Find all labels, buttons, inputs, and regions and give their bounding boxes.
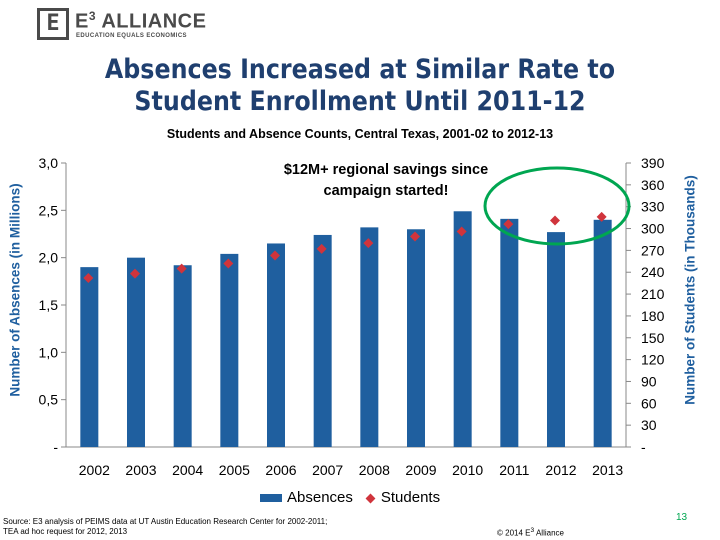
y-tick-right-label: 180 xyxy=(641,308,665,324)
marker-students xyxy=(363,238,374,249)
x-tick-label: 2012 xyxy=(545,462,576,478)
bar-absences xyxy=(173,265,192,447)
y-tick-right-label: 330 xyxy=(641,199,665,215)
marker-students xyxy=(316,243,327,254)
bar-absences xyxy=(313,234,332,447)
marker-students xyxy=(550,215,560,226)
x-tick-label: 2007 xyxy=(312,462,343,478)
y-tick-left-label: 1,0 xyxy=(39,344,59,360)
e3-alliance-logo: E E3 ALLIANCE EDUCATION EQUALS ECONOMICS xyxy=(37,8,206,44)
y-tick-right-label: 60 xyxy=(641,395,657,411)
y-tick-right-label: 90 xyxy=(641,373,657,389)
chart-subtitle: Students and Absence Counts, Central Tex… xyxy=(166,127,554,141)
x-tick-label: 2009 xyxy=(405,462,436,478)
y-tick-right-label: 240 xyxy=(641,264,665,280)
legend-label-students: Students xyxy=(380,489,441,506)
marker-students xyxy=(176,263,187,274)
bar-absences xyxy=(593,219,612,447)
y-tick-right-label: 390 xyxy=(641,155,665,171)
bar-absences xyxy=(360,227,379,447)
marker-students xyxy=(130,268,140,279)
marker-students xyxy=(456,226,467,237)
bar-absences xyxy=(267,243,285,447)
y-tick-right-label: - xyxy=(641,439,646,455)
x-tick-label: 2004 xyxy=(172,462,203,478)
y-tick-left-label: 2,5 xyxy=(39,202,59,218)
marker-students xyxy=(223,258,234,269)
bar-absences xyxy=(127,257,145,447)
source-note: Source: E3 analysis of PEIMS data at UT … xyxy=(3,517,328,536)
marker-students xyxy=(410,231,420,242)
bar-absences xyxy=(220,253,239,447)
x-tick-label: 2010 xyxy=(452,462,483,478)
logo-name: E3 ALLIANCE xyxy=(75,9,207,33)
y-tick-right-label: 210 xyxy=(641,286,665,302)
x-tick-label: 2011 xyxy=(499,462,529,478)
y-tick-right-label: 150 xyxy=(641,330,665,346)
x-tick-label: 2013 xyxy=(592,462,623,478)
page-number: 13 xyxy=(676,512,688,523)
x-tick-label: 2005 xyxy=(219,462,250,478)
legend: Absences Students xyxy=(260,489,440,506)
marker-students xyxy=(83,273,94,284)
x-tick-label: 2002 xyxy=(79,462,110,478)
y-tick-left-label: 3,0 xyxy=(39,155,59,171)
chart-title: Absences Increased at Similar Rate to St… xyxy=(104,54,616,117)
x-tick-label: 2006 xyxy=(265,462,296,478)
logo-tagline: EDUCATION EQUALS ECONOMICS xyxy=(76,33,187,39)
bar-absences xyxy=(80,267,99,447)
copyright: © 2014 E3 Alliance xyxy=(497,527,564,538)
bar-absences xyxy=(547,232,565,447)
legend-swatch-students xyxy=(365,493,376,503)
y-tick-right-label: 270 xyxy=(641,242,665,258)
marker-students xyxy=(596,211,607,222)
marker-students xyxy=(503,219,514,230)
y-tick-left-label: 0,5 xyxy=(39,392,59,408)
x-tick-label: 2003 xyxy=(125,462,156,478)
y-tick-left-label: 1,5 xyxy=(39,297,59,313)
marker-students xyxy=(270,250,280,261)
x-tick-label: 2008 xyxy=(359,462,390,478)
y-tick-left-label: 2,0 xyxy=(39,250,59,266)
y-tick-right-label: 360 xyxy=(641,177,665,193)
legend-label-absences: Absences xyxy=(287,489,353,506)
savings-annotation: $12M+ regional savings since campaign st… xyxy=(283,162,489,199)
legend-swatch-absences xyxy=(260,494,282,503)
y-tick-right-label: 30 xyxy=(641,417,657,433)
bar-absences xyxy=(453,211,472,447)
logo-mark: E xyxy=(37,8,69,40)
y-tick-right-label: 120 xyxy=(641,352,665,368)
y-tick-left-label: - xyxy=(53,439,58,455)
highlight-ellipse xyxy=(483,166,631,246)
y-tick-right-label: 300 xyxy=(641,221,665,237)
bar-absences xyxy=(500,218,519,447)
bar-absences xyxy=(407,229,425,447)
